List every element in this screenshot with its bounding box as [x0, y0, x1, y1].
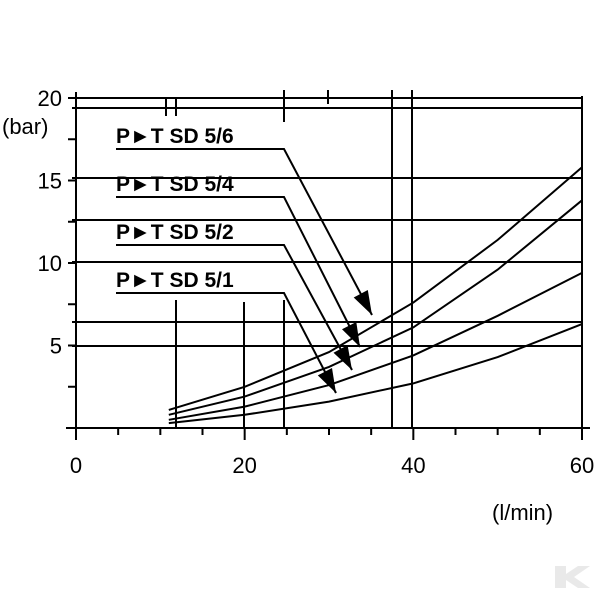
x-tick-label: 0	[70, 453, 82, 478]
y-tick-label: 15	[38, 169, 62, 194]
series-curve-2	[168, 199, 583, 416]
brand-logo	[555, 566, 590, 588]
arrow-head-4	[317, 368, 336, 393]
tick-labels: 0 20 40 60 5 10 15 20	[38, 86, 595, 478]
arrow-head-2	[342, 322, 360, 347]
series-curve-3	[168, 272, 583, 421]
series-label-2: P►T SD 5/4	[116, 173, 234, 196]
leader-line-1	[116, 148, 373, 316]
arrow-head-1	[353, 290, 372, 315]
leader-line-2	[116, 196, 361, 348]
leader-line-3	[116, 244, 353, 371]
series-label-3: P►T SD 5/2	[116, 221, 234, 244]
leader-line-4	[116, 292, 337, 394]
y-tick-label: 10	[38, 251, 62, 276]
x-tick-label: 20	[232, 453, 256, 478]
series-label-4: P►T SD 5/1	[116, 269, 234, 292]
arrow-head-3	[333, 345, 352, 370]
axes	[66, 92, 590, 440]
y-axis-unit: (bar)	[2, 114, 48, 139]
series-curve-1	[168, 166, 583, 411]
x-axis-unit: (l/min)	[492, 500, 553, 525]
y-tick-label: 20	[38, 86, 62, 111]
series-label-1: P►T SD 5/6	[116, 125, 234, 148]
series-curve-4	[168, 323, 583, 425]
x-tick-label: 40	[401, 453, 425, 478]
x-tick-label: 60	[570, 453, 594, 478]
series-labels: P►T SD 5/6 P►T SD 5/4 P►T SD 5/2 P►T SD 5/1	[116, 125, 234, 292]
series-leaders	[116, 148, 373, 394]
series-curves	[168, 166, 583, 425]
y-tick-label: 5	[50, 334, 62, 359]
